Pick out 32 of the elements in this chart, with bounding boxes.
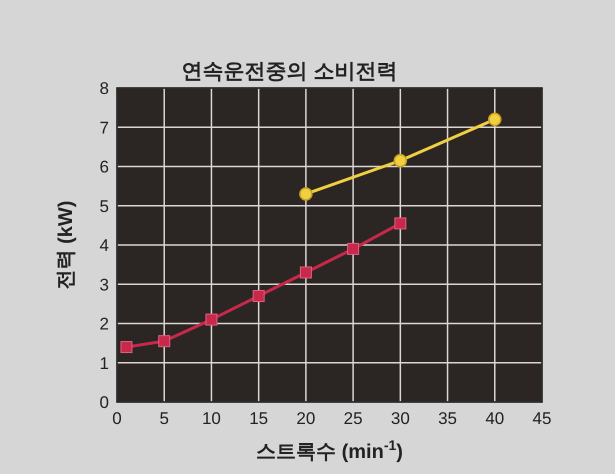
x-tick-label: 20	[296, 409, 316, 428]
x-tick-label: 40	[485, 409, 504, 428]
y-tick-label: 8	[100, 79, 109, 98]
point	[205, 314, 218, 326]
point	[488, 112, 502, 126]
y-tick-label: 5	[100, 196, 109, 216]
point	[300, 266, 312, 278]
chart-title: 연속운전중의 소비전력	[182, 60, 398, 83]
x-tick-label: 45	[532, 409, 552, 428]
y-tick-label: 6	[100, 158, 109, 176]
x-tick-label: 30	[390, 409, 410, 428]
x-tick-label: 10	[202, 409, 221, 428]
y-tick-label: 4	[100, 236, 109, 255]
x-tick-label: 15	[249, 409, 268, 428]
point	[394, 217, 406, 230]
y-tick-label: 3	[100, 275, 109, 294]
point	[394, 154, 408, 168]
y-tick-label: 1	[100, 354, 109, 373]
x-tick-label: 0	[112, 409, 122, 428]
point	[299, 187, 313, 201]
x-tick-label: 5	[159, 409, 169, 428]
point	[347, 242, 360, 255]
y-tick-label: 7	[100, 118, 109, 138]
x-axis-title: 스트록수 (min$^{-1}$)	[256, 437, 403, 463]
point	[158, 335, 170, 348]
point	[120, 341, 132, 354]
y-tick-label: 2	[100, 314, 109, 334]
x-tick-label: 25	[344, 409, 363, 428]
y-tick-label: 0	[100, 393, 109, 412]
x-tick-label: 35	[438, 409, 458, 428]
y-axis-title: 전력 (kW)	[55, 200, 77, 290]
point	[252, 290, 265, 302]
